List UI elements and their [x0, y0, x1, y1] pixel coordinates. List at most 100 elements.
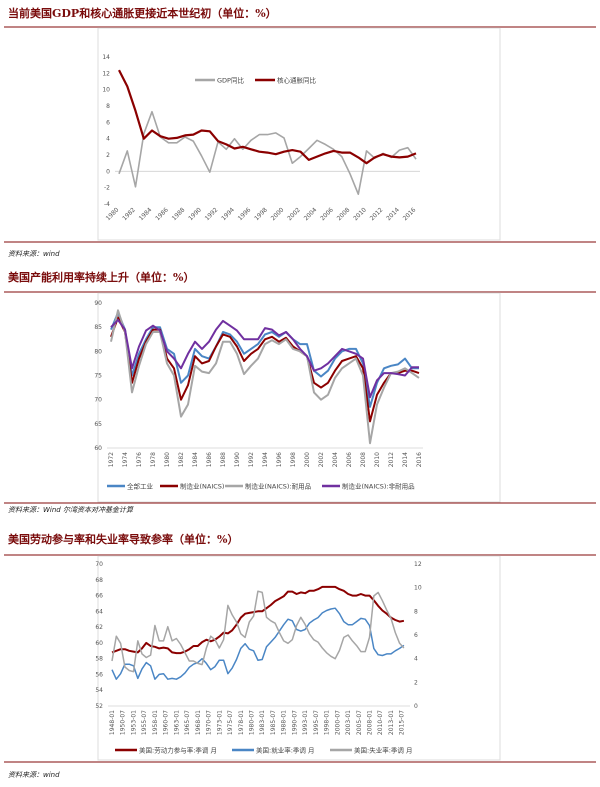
- series-line-2: [118, 69, 417, 165]
- chart3-frame: [97, 555, 501, 761]
- x-tick-label: 1960-07: [163, 710, 170, 735]
- y-tick-label: 60: [95, 640, 103, 647]
- x-tick-label: 2006: [346, 452, 353, 467]
- x-tick-label: 2000-07: [334, 710, 341, 735]
- x-tick-label: 1988-01: [281, 710, 288, 735]
- x-tick-label: 1998: [290, 452, 297, 467]
- legend-label: 美国:劳动力参与率:季调 月: [139, 746, 217, 755]
- series-line-2: [111, 607, 405, 680]
- x-tick-label: 1970-07: [206, 710, 213, 735]
- x-tick-label: 1994: [262, 452, 269, 467]
- x-tick-label: 1990: [234, 452, 241, 467]
- x-tick-label: 1974: [122, 452, 129, 467]
- y-tick-label: 68: [95, 577, 103, 584]
- y-tick-label: 66: [95, 593, 103, 600]
- y2-tick-label: 8: [414, 608, 418, 615]
- y-tick-label: 85: [94, 324, 102, 331]
- y-tick-label: 70: [95, 561, 103, 568]
- x-tick-label: 2008-01: [367, 710, 374, 735]
- chart2-title: 美国产能利用率持续上升（单位：%）: [8, 270, 194, 284]
- chart3-source: 资料来源：wind: [8, 771, 60, 779]
- y-tick-label: 12: [102, 70, 110, 77]
- x-tick-label: 2012: [388, 452, 395, 467]
- x-tick-label: 2004: [332, 452, 339, 467]
- y-tick-label: 60: [94, 445, 102, 452]
- x-tick-label: 2000: [304, 452, 311, 467]
- y2-tick-label: 2: [414, 679, 418, 686]
- x-tick-label: 1950-07: [120, 710, 127, 735]
- y-tick-label: 52: [95, 703, 103, 710]
- series-line-3: [110, 309, 420, 445]
- y-tick-label: 10: [102, 87, 110, 94]
- series-line-3: [111, 590, 405, 673]
- chart2-source: 资料来源：Wind 尔湾资本对冲基金计算: [8, 506, 134, 514]
- y-tick-label: 70: [94, 397, 102, 404]
- x-tick-label: 2016: [416, 452, 423, 467]
- x-tick-label: 2002: [318, 452, 325, 467]
- y-tick-label: 4: [106, 136, 110, 143]
- legend-label: 核心通胀同比: [277, 76, 317, 85]
- y-tick-label: 64: [95, 608, 103, 615]
- x-tick-label: 1965-07: [184, 710, 191, 735]
- chart3-title: 美国劳动参与率和失业率导致参率（单位：%）: [8, 532, 238, 546]
- legend-label: 美国:失业率:季调 月: [354, 746, 412, 755]
- y-tick-label: 54: [95, 687, 103, 694]
- y-tick-label: 65: [94, 421, 102, 428]
- x-tick-label: 1948-01: [109, 710, 116, 735]
- x-tick-label: 1993-01: [302, 710, 309, 735]
- legend-label: 全部工业: [127, 482, 154, 491]
- x-tick-label: 1978: [150, 452, 157, 467]
- y2-tick-label: 4: [414, 656, 418, 663]
- series-line-1: [118, 110, 417, 195]
- x-tick-label: 2010-07: [377, 710, 384, 735]
- chart2-plot: 60 65 70 75 80 85 90 1972 1974 1976 1978 1980 1982 19…: [94, 300, 423, 491]
- chart2-frame: [97, 292, 501, 503]
- x-tick-label: 1976: [136, 452, 143, 467]
- x-tick-label: 1972: [108, 452, 115, 467]
- y2-tick-label: 0: [414, 703, 418, 710]
- x-tick-label: 1996: [276, 452, 283, 467]
- legend-label: 制造业(NAICS):耐用品: [245, 482, 311, 491]
- chart1-source: 资料来源：wind: [8, 250, 60, 258]
- x-tick-label: 2010: [374, 452, 381, 467]
- x-tick-label: 1984: [192, 452, 199, 467]
- x-tick-label: 2003-01: [345, 710, 352, 735]
- x-tick-label: 1995-07: [313, 710, 320, 735]
- x-tick-label: 1998-01: [324, 710, 331, 735]
- y-tick-label: 0: [106, 168, 110, 175]
- y-tick-label: 80: [94, 348, 102, 355]
- chart1-title: 当前美国GDP和核心通胀更接近本世纪初（单位：%）: [8, 6, 277, 20]
- x-tick-label: 1980-07: [248, 710, 255, 735]
- x-tick-label: 1992: [248, 452, 255, 467]
- y-tick-label: 6: [106, 119, 110, 126]
- x-tick-label: 1968-01: [195, 710, 202, 735]
- x-tick-label: 2014: [402, 452, 409, 467]
- y2-tick-label: 6: [414, 632, 418, 639]
- x-tick-label: 2008: [360, 452, 367, 467]
- legend-label: GDP同比: [217, 76, 244, 85]
- y2-tick-label: 12: [414, 561, 422, 568]
- y-tick-label: 8: [106, 103, 110, 110]
- y-tick-label: 14: [102, 54, 110, 61]
- y-tick-label: 62: [95, 624, 103, 631]
- x-tick-label: 1973-01: [216, 710, 223, 735]
- x-tick-label: 1975-07: [227, 710, 234, 735]
- x-tick-label: 1983-01: [259, 710, 266, 735]
- x-tick-label: 1985-07: [270, 710, 277, 735]
- y2-tick-label: 10: [414, 585, 422, 592]
- legend-label: 美国:就业率:季调 月: [256, 746, 314, 755]
- series-line-1: [111, 585, 405, 655]
- y-tick-label: 58: [95, 656, 103, 663]
- series-line-4: [110, 318, 419, 399]
- x-tick-label: 1955-07: [141, 710, 148, 735]
- legend-label: 制造业(NAICS): [180, 482, 224, 491]
- x-tick-label: 1958-01: [152, 710, 159, 735]
- y-tick-label: 56: [95, 671, 103, 678]
- y-tick-label: 2: [106, 152, 110, 159]
- legend-label: 制造业(NAICS):非耐用品: [342, 482, 415, 491]
- y-tick-label: 75: [94, 373, 102, 380]
- chart1-frame: [97, 27, 501, 241]
- x-tick-label: 1953-01: [130, 710, 137, 735]
